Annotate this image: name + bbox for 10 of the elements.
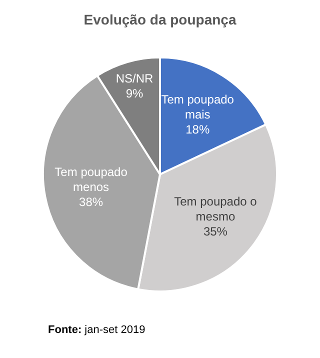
data-label: 38%: [79, 194, 104, 209]
slice-label: Tem poupado mais: [161, 92, 234, 122]
data-label: 18%: [186, 122, 210, 136]
chart-title: Evolução da poupança: [84, 11, 236, 28]
data-label: 9%: [126, 86, 144, 101]
data-label: 35%: [203, 224, 228, 239]
slice-label: Tem poupado menos: [54, 164, 128, 194]
slice-label: Tem poupado o mesmo: [174, 194, 258, 224]
source-note: Fonte: jan-set 2019: [48, 324, 146, 336]
slice-label: NS/NR: [116, 72, 154, 86]
